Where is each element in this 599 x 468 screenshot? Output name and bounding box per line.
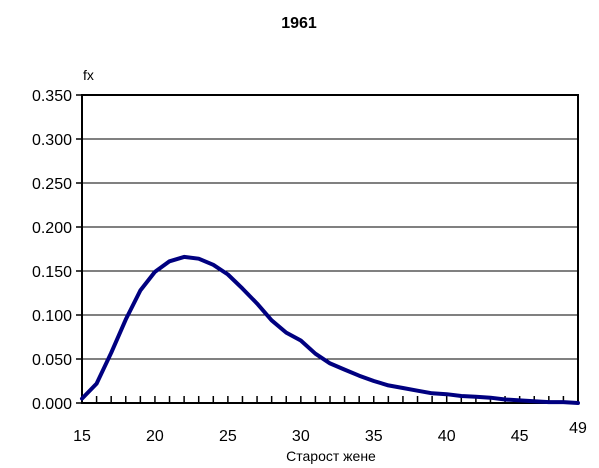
data-point [504, 398, 506, 400]
data-point [402, 387, 404, 389]
data-point [373, 380, 375, 382]
y-tick-label: 0.200 [32, 220, 72, 237]
x-tick-label: 30 [292, 428, 310, 445]
data-point [96, 383, 98, 385]
data-point [460, 395, 462, 397]
y-tick-label: 0.100 [32, 308, 72, 325]
data-point [314, 353, 316, 355]
data-point [344, 369, 346, 371]
x-tick-label: 25 [219, 428, 237, 445]
data-point [154, 271, 156, 273]
data-point [329, 362, 331, 364]
y-tick-label: 0.250 [32, 176, 72, 193]
data-point [285, 332, 287, 334]
data-point [489, 397, 491, 399]
data-point [446, 393, 448, 395]
x-axis-label: Старост жене [286, 448, 376, 464]
data-point [533, 400, 535, 402]
y-tick-label: 0.150 [32, 264, 72, 281]
data-point [110, 352, 112, 354]
x-tick-label: 15 [73, 428, 91, 445]
x-tick-label: 49 [569, 420, 587, 437]
data-point [81, 398, 83, 400]
data-point [139, 289, 141, 291]
y-axis: 0.000 0.050 0.100 0.150 0.200 0.250 0.300 0.350 [32, 88, 82, 413]
data-point [417, 390, 419, 392]
data-point [300, 340, 302, 342]
x-tick-label: 45 [511, 428, 529, 445]
series-line [80, 254, 580, 405]
chart-title: 1961 [281, 15, 317, 32]
y-tick-label: 0.300 [32, 132, 72, 149]
data-series [80, 254, 580, 405]
data-point [548, 401, 550, 403]
data-point [198, 258, 200, 260]
x-tick-label: 40 [438, 428, 456, 445]
y-tick-label: 0.350 [32, 88, 72, 105]
data-point [256, 303, 258, 305]
data-point [241, 288, 243, 290]
data-point [271, 319, 273, 321]
plot-area [81, 94, 579, 404]
data-point [562, 401, 564, 403]
x-axis: 15 20 25 30 35 40 45 49 [73, 396, 587, 445]
data-point [358, 375, 360, 377]
data-point [387, 384, 389, 386]
data-point [431, 392, 433, 394]
data-point [212, 264, 214, 266]
data-point [227, 274, 229, 276]
data-point [519, 399, 521, 401]
data-point [577, 402, 579, 404]
data-point [125, 318, 127, 320]
data-point [183, 256, 185, 258]
x-tick-label: 35 [365, 428, 383, 445]
data-point [169, 260, 171, 262]
x-tick-label: 20 [146, 428, 164, 445]
y-axis-label: fx [83, 67, 94, 83]
data-point [475, 396, 477, 398]
grid-lines [82, 138, 578, 360]
y-tick-label: 0.000 [32, 396, 72, 413]
y-tick-label: 0.050 [32, 352, 72, 369]
